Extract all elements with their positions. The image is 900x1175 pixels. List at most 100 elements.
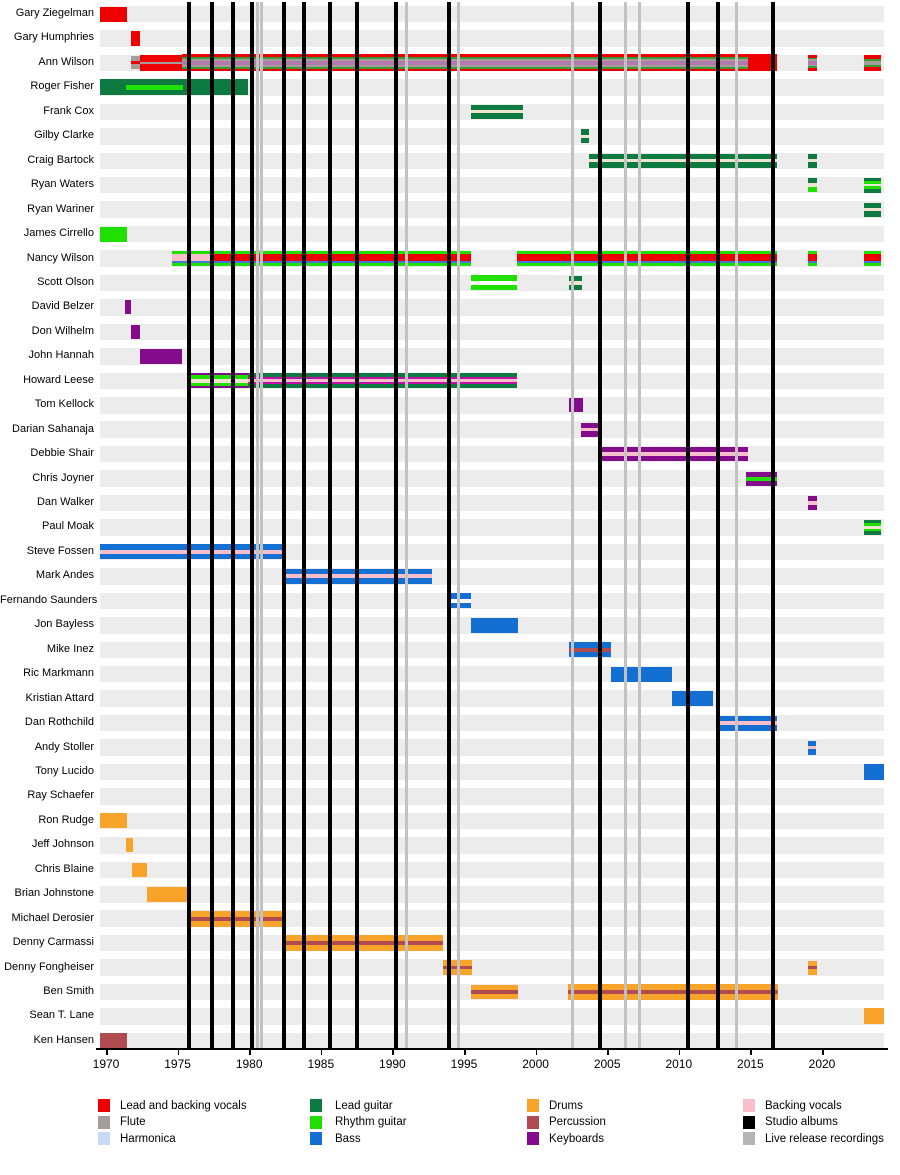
bar-stripe — [671, 691, 714, 707]
member-row-band — [100, 812, 884, 830]
bar-stripe — [807, 68, 817, 71]
timeline-bar — [864, 1008, 884, 1025]
legend-label: Harmonica — [120, 1132, 176, 1145]
studio-album-line — [715, 2, 720, 1048]
bar-stripe — [186, 373, 249, 376]
bar-stripe — [181, 58, 748, 61]
member-label: Steve Fossen — [26, 544, 94, 557]
member-row-band — [100, 5, 884, 23]
bar-stripe — [864, 54, 882, 59]
timeline-bar — [807, 153, 817, 168]
timeline-bar — [99, 79, 127, 96]
member-label: Chris Joyner — [32, 471, 94, 484]
member-label: Gilby Clarke — [34, 129, 94, 142]
member-row-band — [100, 641, 884, 658]
bar-stripe — [516, 253, 777, 262]
timeline-bar — [568, 642, 612, 658]
bar-stripe — [864, 186, 881, 190]
member-row-band — [100, 299, 884, 316]
bar-stripe — [171, 250, 212, 254]
x-axis-tick — [392, 1048, 394, 1055]
timeline-bar — [471, 617, 519, 633]
bar-stripe — [807, 162, 817, 168]
studio-album-line — [209, 2, 214, 1048]
bar-stripe — [171, 261, 212, 264]
bar-stripe — [864, 526, 881, 529]
bar-stripe — [471, 104, 523, 111]
bar-stripe — [568, 281, 583, 285]
bar-stripe — [747, 54, 777, 72]
bar-stripe — [588, 159, 777, 163]
bar-stripe — [864, 189, 881, 193]
x-axis-tick — [822, 1048, 824, 1055]
timeline-bar — [471, 275, 517, 291]
bar-stripe — [581, 134, 589, 138]
timeline-bar — [131, 324, 141, 339]
studio-album-line — [393, 2, 398, 1048]
bar-stripe — [864, 184, 881, 187]
timeline-bar — [131, 30, 141, 46]
legend-swatch — [743, 1115, 755, 1129]
legend-swatch — [310, 1099, 322, 1112]
bar-stripe — [471, 275, 517, 282]
member-row-band — [100, 348, 884, 365]
live-recording-line — [571, 2, 575, 1048]
bar-stripe — [807, 66, 817, 69]
bar-stripe — [282, 941, 443, 946]
legend-label: Rhythm guitar — [335, 1116, 407, 1128]
timeline-bar — [248, 373, 517, 389]
member-label: Ann Wilson — [38, 55, 94, 68]
bar-stripe — [126, 79, 183, 85]
studio-album-line — [598, 2, 603, 1048]
bar-stripe — [131, 64, 141, 70]
member-label: Scott Olson — [37, 275, 94, 288]
member-label: Roger Fisher — [30, 80, 94, 93]
bar-stripe — [126, 89, 183, 96]
bar-stripe — [131, 56, 141, 62]
member-label: Debbie Shair — [30, 447, 94, 460]
legend-label: Studio albums — [765, 1116, 838, 1128]
bar-stripe — [864, 202, 881, 209]
axis-tick-label: 1970 — [92, 1057, 120, 1071]
bar-stripe — [807, 183, 817, 187]
member-row-band — [100, 763, 884, 781]
member-row-band — [100, 201, 884, 218]
member-label: Mike Inez — [46, 642, 94, 655]
bar-stripe — [99, 79, 127, 96]
timeline-bar — [581, 129, 589, 144]
legend-swatch — [743, 1099, 755, 1112]
member-row-band — [100, 445, 884, 463]
bar-stripe — [99, 226, 127, 242]
timeline-bar — [611, 666, 672, 682]
member-label: Chris Blaine — [34, 862, 94, 875]
legend-label: Flute — [120, 1116, 146, 1128]
member-label: Kristian Attard — [25, 691, 94, 704]
axis-tick-label: 2010 — [665, 1057, 693, 1071]
member-label: Darian Sahanaja — [12, 422, 94, 435]
member-row-band — [100, 788, 884, 805]
bar-stripe — [282, 945, 443, 952]
bar-stripe — [471, 617, 519, 633]
member-label: Tony Lucido — [35, 764, 94, 777]
bar-stripe — [567, 994, 778, 1000]
timeline-bar — [99, 6, 127, 22]
timeline-bar — [746, 471, 777, 486]
bar-stripe — [567, 990, 778, 994]
member-label: Mark Andes — [35, 569, 94, 582]
member-label: Denny Fongheiser — [4, 960, 94, 973]
member-label: Denny Carmassi — [12, 936, 94, 949]
member-label: James Cirrello — [23, 227, 94, 240]
bar-stripe — [567, 984, 778, 990]
timeline-bar — [588, 153, 777, 168]
member-label: Fernando Saunders — [0, 593, 98, 606]
bar-stripe — [146, 886, 190, 902]
bar-stripe — [864, 253, 882, 262]
timeline-bar — [131, 56, 141, 70]
bar-stripe — [864, 64, 882, 67]
member-row-band — [100, 128, 884, 145]
timeline-bar — [516, 250, 777, 267]
legend-label: Lead and backing vocals — [120, 1099, 247, 1112]
timeline-bar — [126, 79, 183, 96]
bar-stripe — [864, 177, 881, 182]
bar-stripe — [588, 153, 777, 160]
